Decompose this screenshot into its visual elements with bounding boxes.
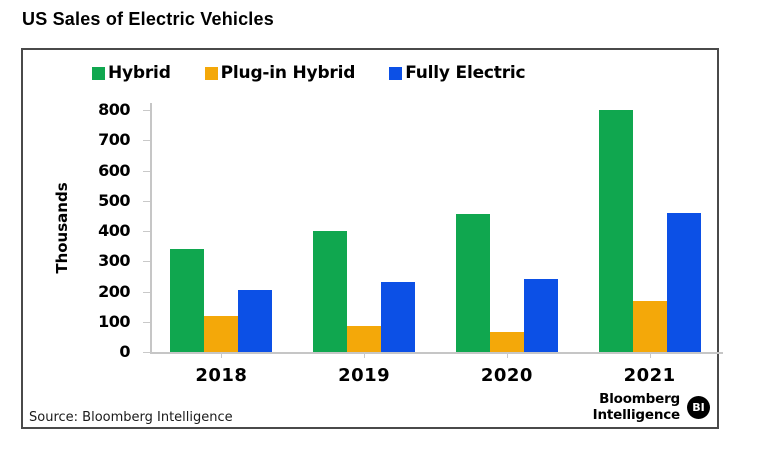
bar-plug-in-hybrid-2021 bbox=[632, 300, 667, 352]
x-category-label-2020: 2020 bbox=[480, 365, 533, 386]
bar-plug-in-hybrid-2019 bbox=[347, 326, 382, 352]
bi-badge-icon: BI bbox=[687, 396, 710, 419]
y-tick-label-0: 0 bbox=[119, 342, 130, 361]
bar-hybrid-2019 bbox=[313, 231, 348, 352]
branding-line2: Intelligence bbox=[592, 406, 681, 423]
x-tick-mark-2021 bbox=[649, 352, 651, 358]
y-tick-mark-700 bbox=[143, 140, 150, 142]
bar-fully-electric-2021 bbox=[666, 212, 701, 352]
x-category-label-2018: 2018 bbox=[195, 365, 248, 386]
bar-group-2020 bbox=[436, 110, 579, 352]
bar-group-2019 bbox=[293, 110, 436, 352]
x-axis-line bbox=[150, 352, 723, 354]
bar-hybrid-2018 bbox=[170, 249, 205, 352]
bar-fully-electric-2019 bbox=[381, 282, 416, 352]
y-tick-label-800: 800 bbox=[98, 100, 130, 119]
source-note: Source: Bloomberg Intelligence bbox=[29, 410, 233, 425]
legend-swatch-hybrid bbox=[92, 66, 105, 80]
chart-legend: Hybrid Plug-in Hybrid Fully Electric bbox=[92, 63, 526, 83]
x-category-label-2021: 2021 bbox=[623, 365, 676, 386]
y-tick-label-100: 100 bbox=[98, 311, 130, 331]
bar-group-2018 bbox=[150, 110, 293, 352]
legend-label-hybrid: Hybrid bbox=[108, 63, 171, 83]
y-tick-label-600: 600 bbox=[98, 160, 130, 180]
page-title: US Sales of Electric Vehicles bbox=[22, 9, 274, 29]
y-axis-line bbox=[150, 103, 152, 353]
y-tick-mark-500 bbox=[143, 200, 150, 202]
y-tick-label-700: 700 bbox=[98, 130, 130, 150]
y-tick-mark-400 bbox=[143, 231, 150, 232]
legend-label-plug-in-hybrid: Plug-in Hybrid bbox=[220, 63, 356, 83]
bar-fully-electric-2018 bbox=[238, 290, 273, 352]
legend-swatch-fully-electric bbox=[389, 66, 403, 80]
bar-plug-in-hybrid-2018 bbox=[204, 315, 239, 352]
bloomberg-intelligence-logo: Bloomberg Intelligence BI bbox=[592, 391, 710, 423]
y-tick-mark-600 bbox=[143, 170, 150, 172]
bar-plug-in-hybrid-2020 bbox=[489, 332, 524, 352]
legend-item-hybrid: Hybrid bbox=[92, 63, 171, 83]
branding-line1: Bloomberg bbox=[599, 391, 680, 407]
x-category-label-2019: 2019 bbox=[338, 365, 391, 386]
legend-item-fully-electric: Fully Electric bbox=[389, 63, 526, 83]
x-tick-mark-2018 bbox=[221, 352, 223, 358]
y-tick-mark-300 bbox=[143, 261, 150, 263]
y-tick-mark-0 bbox=[143, 352, 150, 353]
y-tick-mark-100 bbox=[143, 321, 150, 323]
y-tick-mark-200 bbox=[143, 291, 150, 293]
bar-hybrid-2020 bbox=[455, 214, 490, 352]
x-tick-mark-2019 bbox=[364, 352, 366, 358]
legend-item-plug-in-hybrid: Plug-in Hybrid bbox=[204, 63, 356, 83]
bar-fully-electric-2020 bbox=[523, 279, 558, 352]
legend-swatch-plug-in-hybrid bbox=[204, 66, 218, 80]
bar-group-2021 bbox=[578, 110, 721, 352]
y-tick-label-400: 400 bbox=[98, 221, 130, 240]
y-tick-mark-800 bbox=[143, 110, 150, 111]
bloomberg-intelligence-wordmark: Bloomberg Intelligence bbox=[592, 391, 681, 423]
y-tick-label-500: 500 bbox=[98, 190, 130, 210]
chart-panel: Hybrid Plug-in Hybrid Fully Electric Thous… bbox=[21, 48, 723, 429]
legend-label-fully-electric: Fully Electric bbox=[405, 63, 526, 83]
y-tick-label-300: 300 bbox=[98, 251, 130, 271]
bar-hybrid-2021 bbox=[598, 110, 633, 352]
y-tick-label-200: 200 bbox=[98, 281, 130, 301]
x-tick-mark-2020 bbox=[506, 352, 508, 358]
plot-area bbox=[150, 110, 721, 352]
